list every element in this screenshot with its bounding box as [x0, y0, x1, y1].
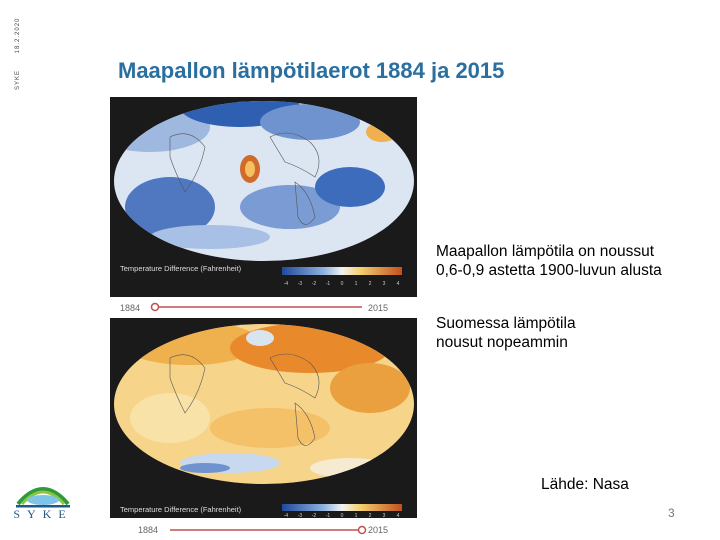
legend-title-1884: Temperature Difference (Fahrenheit): [120, 264, 242, 273]
timeline-start-1884: 1884: [120, 303, 140, 313]
legend-tick: 2: [369, 281, 372, 287]
logo-text: SYKE: [13, 507, 73, 521]
map-panel-2015: Temperature Difference (Fahrenheit) -4 -…: [110, 318, 417, 538]
timeline-end-2015: 2015: [368, 525, 388, 535]
slide-title: Maapallon lämpötilaerot 1884 ja 2015: [118, 58, 505, 83]
legend-tick: -3: [298, 513, 303, 519]
legend-tick: 4: [397, 513, 400, 519]
legend-color-bar: [282, 267, 402, 275]
legend-tick: 3: [383, 513, 386, 519]
legend-tick: -2: [312, 513, 317, 519]
legend-ticks-2015: -4 -3 -2 -1 0 1 2 3 4: [284, 513, 400, 519]
bullet-text-1: Maapallon lämpötila on noussut 0,6-0,9 a…: [436, 243, 662, 279]
bullet-text-2: Suomessa lämpötila nousut nopeammin: [436, 315, 576, 351]
map-panel-1884: Temperature Difference (Fahrenheit) -4 -…: [110, 97, 417, 317]
timeline-start-2015: 1884: [138, 525, 158, 535]
legend-title-2015: Temperature Difference (Fahrenheit): [120, 505, 242, 514]
syke-logo-icon: [16, 487, 70, 508]
legend-tick: -4: [284, 281, 289, 287]
legend-tick: -1: [326, 513, 331, 519]
legend-tick: 2: [369, 513, 372, 519]
legend-tick: 3: [383, 281, 386, 287]
timeline-handle[interactable]: [357, 525, 367, 535]
legend-tick: 0: [341, 513, 344, 519]
legend-ticks-1884: -4 -3 -2 -1 0 1 2 3 4: [284, 281, 400, 287]
legend-tick: 1: [355, 513, 358, 519]
legend-tick: 1: [355, 281, 358, 287]
page-number: 3: [668, 506, 675, 520]
legend-tick: -2: [312, 281, 317, 287]
temperature-map-1884: Temperature Difference (Fahrenheit) -4 -…: [110, 97, 417, 317]
temperature-map-2015: Temperature Difference (Fahrenheit) -4 -…: [110, 318, 417, 538]
source-text: Lähde: Nasa: [541, 476, 629, 493]
legend-tick: 0: [341, 281, 344, 287]
meta-left: SYKE: [15, 69, 21, 90]
timeline-handle[interactable]: [150, 302, 160, 312]
legend-tick: 4: [397, 281, 400, 287]
meta-right: 18.2.2020: [15, 17, 21, 54]
legend-tick: -4: [284, 513, 289, 519]
timeline-end-1884: 2015: [368, 303, 388, 313]
legend-tick: -1: [326, 281, 331, 287]
legend-color-bar: [282, 504, 402, 511]
vertical-meta: SYKE 18.2.2020: [15, 4, 21, 90]
side-strip: SYKE 18.2.2020 SYKE: [0, 0, 100, 540]
legend-tick: -3: [298, 281, 303, 287]
